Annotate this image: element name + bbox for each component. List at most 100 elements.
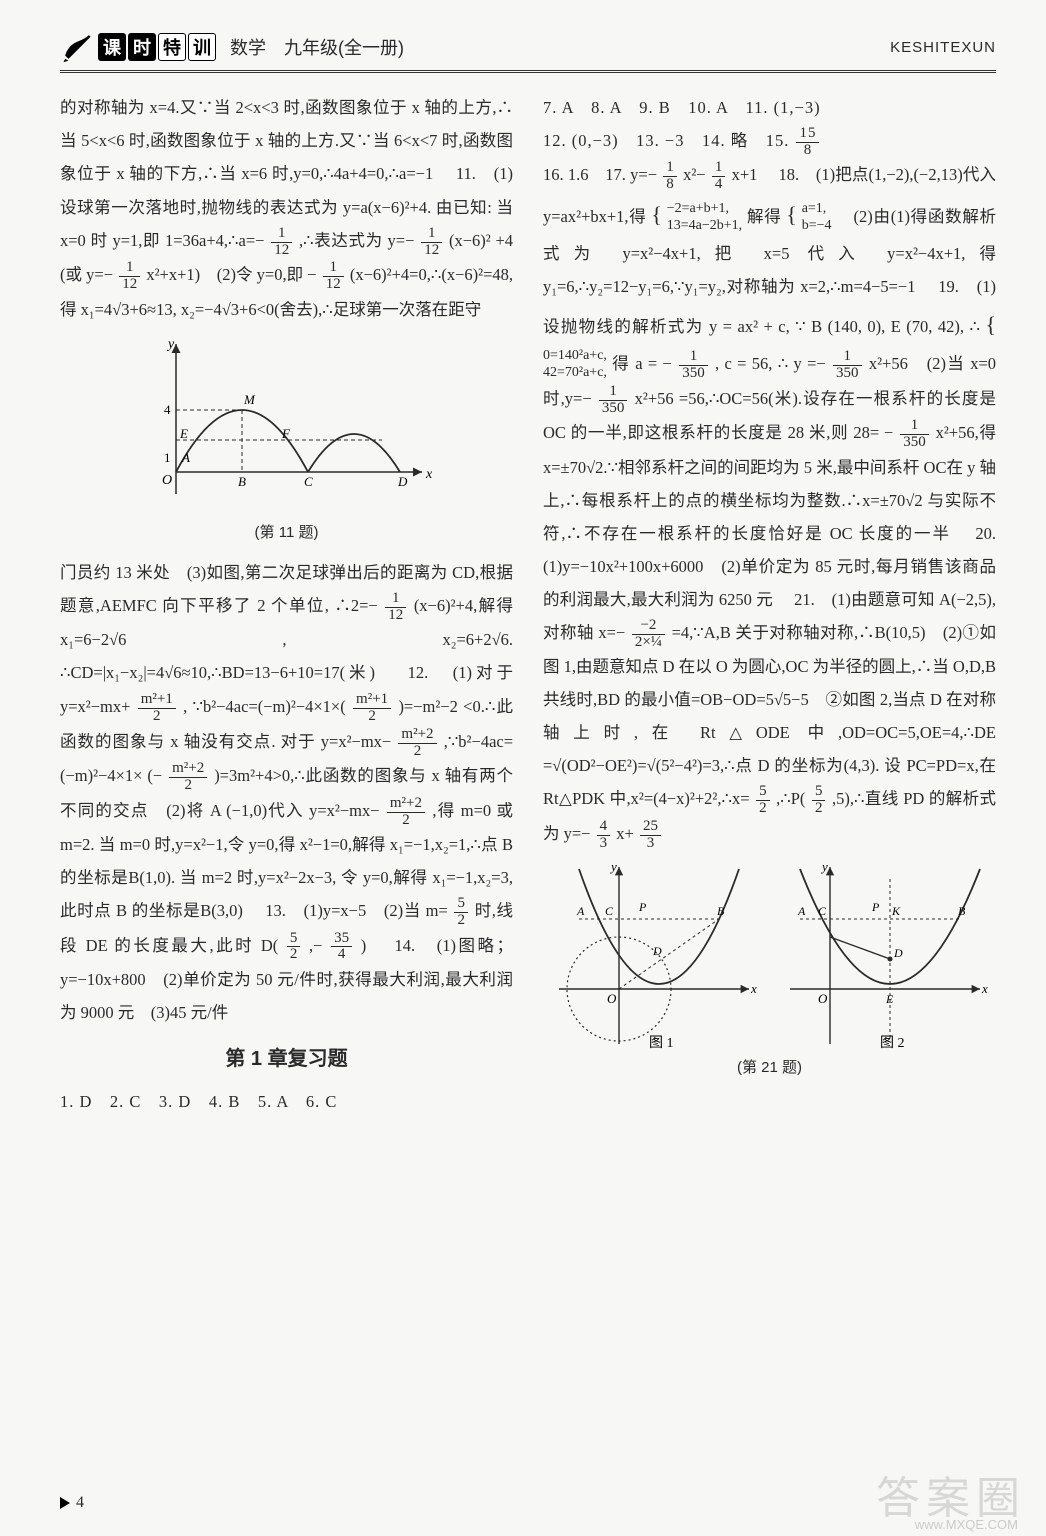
equation: a=1,	[802, 201, 832, 218]
fraction: 1350	[833, 349, 862, 382]
logo-text: 课 时 特 训	[98, 33, 216, 61]
figure-21-2-svg: O x y A C P K D B E 图 2	[780, 859, 990, 1049]
logo-char: 训	[188, 33, 216, 61]
fraction: 1350	[599, 384, 628, 417]
fraction: 52	[812, 784, 826, 817]
text: ,−	[309, 936, 322, 955]
svg-text:D: D	[652, 944, 662, 958]
svg-text:B: B	[717, 904, 725, 918]
svg-text:O: O	[607, 991, 617, 1006]
fraction: 1350	[900, 418, 929, 451]
svg-text:C: C	[818, 904, 827, 918]
equation: 0=140²a+c,	[543, 348, 607, 365]
page-marker-icon	[60, 1497, 70, 1509]
figure-11-svg: O x y 4 1 A B C D E F M	[142, 334, 432, 514]
figure-21-caption: (第 21 题)	[543, 1053, 996, 1083]
svg-text:4: 4	[164, 402, 171, 417]
svg-text:K: K	[891, 904, 901, 918]
text: =4,∵A,B 关于对称轴对称,∴B(10,5) (2)①如图 1,由题意知点 …	[543, 623, 996, 808]
fraction: 43	[597, 819, 611, 852]
fraction: 354	[331, 931, 352, 964]
svg-text:E: E	[885, 992, 894, 1006]
fraction: 158	[796, 126, 819, 159]
watermark-url: www.MXQE.COM	[915, 1517, 1018, 1532]
hand-writing-icon	[60, 30, 94, 64]
answer-row: 12. (0,−3) 13. −3 14. 略 15. 158	[543, 124, 996, 158]
page-header: 课 时 特 训 数学 九年级(全一册) KESHITEXUN	[60, 30, 996, 73]
fraction: 112	[385, 591, 406, 624]
text: ,∴P(	[776, 789, 805, 808]
text: 解得	[747, 207, 781, 226]
fraction: 112	[421, 226, 442, 259]
svg-text:x: x	[981, 981, 988, 996]
text: ,∴表达式为 y=−	[299, 231, 414, 250]
text-block: 门员约 13 米处 (3)如图,第二次足球弹出后的距离为 CD,根据题意,AEM…	[60, 556, 513, 1029]
svg-text:A: A	[181, 450, 190, 465]
text: 16. 1.6 17. y=−	[543, 165, 657, 184]
fraction: m²+22	[387, 796, 425, 829]
svg-text:y: y	[609, 859, 617, 874]
fraction: −22×¼	[632, 618, 665, 651]
text: x+	[616, 824, 634, 843]
text: 的对称轴为 x=4.又∵当 2<x<3 时,函数图象位于 x 轴的上方,∴当 5…	[60, 98, 513, 183]
equation: 42=70²a+c,	[543, 365, 607, 382]
figure-21: O x y A C P D B 图 1	[543, 859, 996, 1083]
logo-char: 特	[158, 33, 186, 61]
fraction: 52	[454, 896, 468, 929]
content-columns: 的对称轴为 x=4.又∵当 2<x<3 时,函数图象位于 x 轴的上方,∴当 5…	[60, 91, 996, 1471]
text: x²−	[683, 165, 706, 184]
text: )	[361, 936, 388, 955]
fraction: 1350	[679, 349, 708, 382]
page-number-value: 4	[76, 1494, 84, 1512]
svg-text:x: x	[425, 467, 432, 482]
svg-text:D: D	[893, 946, 903, 960]
book-title: 数学 九年级(全一册)	[230, 34, 404, 60]
text: , ∵b²−4ac=(−m)²−4×1×(	[183, 697, 346, 716]
logo-char: 时	[128, 33, 156, 61]
svg-text:P: P	[871, 900, 880, 914]
svg-text:O: O	[162, 473, 172, 488]
equation: b=−4	[802, 218, 832, 235]
equation: 13=4a−2b+1,	[667, 218, 742, 235]
svg-text:y: y	[820, 859, 828, 874]
text-block: 16. 1.6 17. y=− 18 x²− 14 x+1 18. (1)把点(…	[543, 158, 996, 851]
figure-11-caption: (第 11 题)	[60, 518, 513, 548]
svg-text:B: B	[238, 474, 246, 489]
svg-text:x: x	[750, 981, 757, 996]
fraction: m²+12	[353, 692, 391, 725]
page-number: 4	[60, 1494, 84, 1512]
fraction: 112	[323, 260, 344, 293]
svg-text:E: E	[179, 426, 188, 441]
logo: 课 时 特 训	[60, 30, 216, 64]
figure-11: O x y 4 1 A B C D E F M (第 11 题)	[60, 334, 513, 548]
fraction: 52	[756, 784, 770, 817]
fraction: m²+12	[138, 692, 176, 725]
svg-text:M: M	[243, 392, 256, 407]
text: x+1	[732, 165, 775, 184]
fraction: 18	[663, 160, 677, 193]
answer-row: 7. A 8. A 9. B 10. A 11. (1,−3)	[543, 91, 996, 124]
svg-text:图 1: 图 1	[649, 1036, 674, 1049]
left-column: 的对称轴为 x=4.又∵当 2<x<3 时,函数图象位于 x 轴的上方,∴当 5…	[60, 91, 513, 1471]
right-column: 7. A 8. A 9. B 10. A 11. (1,−3) 12. (0,−…	[543, 91, 996, 1471]
fraction: 112	[119, 260, 140, 293]
section-title: 第 1 章复习题	[60, 1039, 513, 1079]
svg-text:y: y	[166, 337, 175, 352]
text: 13. (1)y=x−5 (2)当 m=	[265, 901, 447, 920]
svg-text:B: B	[958, 904, 966, 918]
svg-text:C: C	[605, 904, 614, 918]
text-block: 的对称轴为 x=4.又∵当 2<x<3 时,函数图象位于 x 轴的上方,∴当 5…	[60, 91, 513, 326]
svg-text:1: 1	[164, 450, 171, 465]
equation: −2=a+b+1,	[667, 201, 742, 218]
header-pinyin: KESHITEXUN	[890, 39, 996, 56]
figure-21-1-svg: O x y A C P D B 图 1	[549, 859, 759, 1049]
text: x²+x+1) (2)令 y=0,即 −	[146, 265, 316, 284]
fraction: 52	[287, 931, 301, 964]
svg-text:A: A	[797, 904, 806, 918]
fraction: 253	[640, 819, 661, 852]
svg-text:图 2: 图 2	[880, 1036, 905, 1049]
logo-char: 课	[98, 33, 126, 61]
svg-text:F: F	[281, 426, 291, 441]
svg-text:A: A	[576, 904, 585, 918]
text: 得 a = −	[612, 354, 672, 373]
